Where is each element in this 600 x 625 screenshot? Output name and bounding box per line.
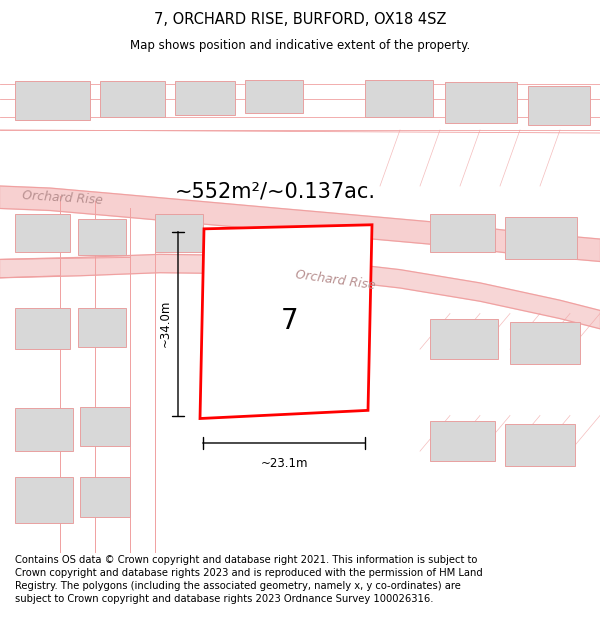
- Bar: [78, 308, 126, 347]
- Bar: [430, 319, 498, 359]
- Polygon shape: [200, 225, 372, 419]
- Text: Orchard Rise: Orchard Rise: [22, 189, 103, 208]
- Text: ~34.0m: ~34.0m: [159, 300, 172, 348]
- Text: Contains OS data © Crown copyright and database right 2021. This information is : Contains OS data © Crown copyright and d…: [15, 554, 483, 604]
- Bar: [430, 421, 495, 461]
- Bar: [15, 408, 73, 451]
- Bar: [505, 424, 575, 466]
- Polygon shape: [0, 186, 600, 261]
- Text: Map shows position and indicative extent of the property.: Map shows position and indicative extent…: [130, 39, 470, 52]
- Bar: [430, 214, 495, 253]
- Text: ~552m²/~0.137ac.: ~552m²/~0.137ac.: [175, 181, 376, 201]
- Bar: [80, 477, 130, 518]
- Bar: [15, 81, 90, 120]
- Bar: [78, 219, 126, 256]
- Bar: [175, 81, 235, 114]
- Bar: [100, 81, 165, 117]
- Bar: [505, 217, 577, 259]
- Bar: [445, 82, 517, 122]
- Text: ~23.1m: ~23.1m: [260, 458, 308, 470]
- Bar: [528, 86, 590, 125]
- Bar: [15, 308, 70, 349]
- Bar: [155, 214, 203, 253]
- Text: Orchard Rise: Orchard Rise: [295, 268, 377, 292]
- Polygon shape: [0, 254, 600, 329]
- Bar: [510, 322, 580, 364]
- Bar: [15, 214, 70, 253]
- Bar: [15, 477, 73, 522]
- Bar: [245, 80, 303, 112]
- Text: 7: 7: [281, 307, 299, 334]
- Bar: [365, 80, 433, 117]
- Text: 7, ORCHARD RISE, BURFORD, OX18 4SZ: 7, ORCHARD RISE, BURFORD, OX18 4SZ: [154, 12, 446, 27]
- Bar: [80, 408, 130, 446]
